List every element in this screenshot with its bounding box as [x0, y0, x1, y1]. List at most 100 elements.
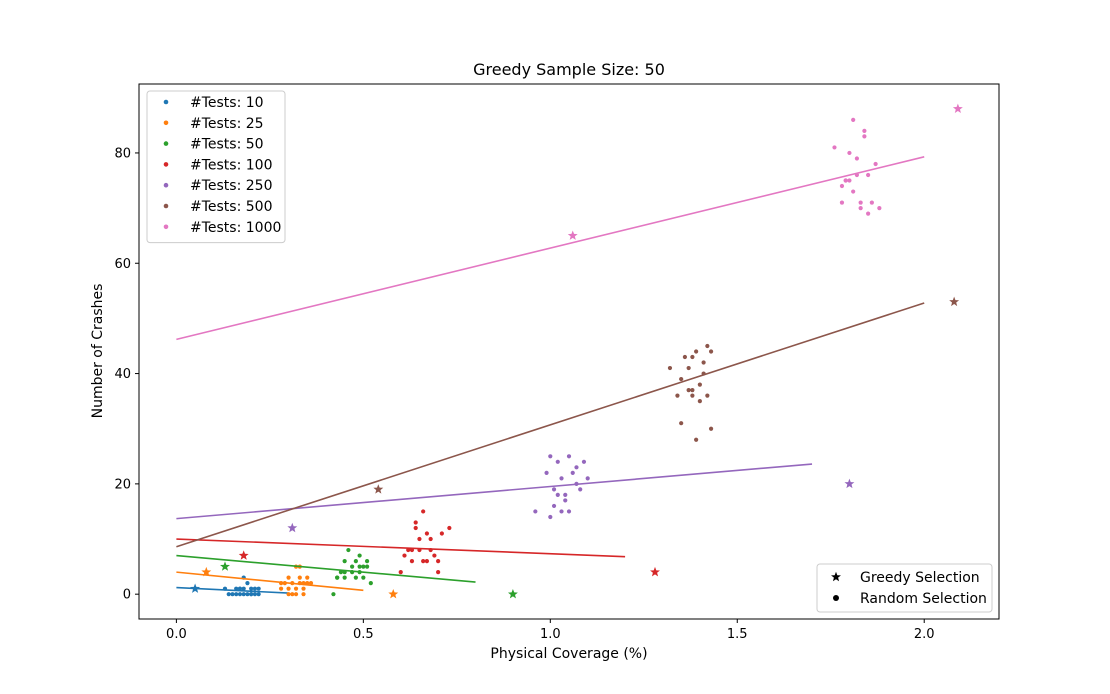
random-selection-point: [873, 161, 878, 167]
random-selection-point: [533, 509, 538, 514]
random-selection-point: [877, 205, 882, 211]
random-selection-point: [245, 592, 250, 597]
legend-label: #Tests: 500: [190, 199, 272, 215]
random-selection-point: [301, 586, 306, 591]
random-selection-point: [350, 570, 355, 575]
random-selection-point: [447, 525, 452, 531]
random-selection-point: [705, 343, 710, 349]
random-selection-point: [361, 564, 366, 569]
random-selection-point: [421, 509, 426, 514]
random-selection-point: [237, 592, 243, 597]
series-group: [176, 509, 660, 577]
random-selection-point: [402, 553, 407, 558]
random-selection-point: [364, 558, 370, 564]
random-selection-point: [338, 570, 344, 575]
fit-line: [176, 571, 364, 592]
random-selection-point: [858, 205, 863, 211]
legend-label: #Tests: 250: [190, 178, 272, 194]
marker-legend-label: Greedy Selection: [860, 570, 980, 586]
random-selection-point: [297, 581, 302, 586]
fit-line: [176, 554, 476, 583]
series-group: [176, 296, 960, 548]
random-selection-point: [697, 382, 702, 387]
random-selection-point: [230, 592, 235, 597]
legend-label: #Tests: 50: [190, 137, 264, 153]
random-selection-point: [690, 393, 695, 398]
random-selection-point: [234, 592, 239, 597]
random-selection-point: [278, 586, 284, 591]
greedy-selection-star: [388, 588, 399, 599]
y-tick-label: 0: [123, 588, 131, 603]
random-selection-point: [690, 354, 695, 360]
random-selection-point: [555, 459, 560, 464]
random-selection-point: [241, 592, 246, 597]
random-selection-point: [551, 487, 557, 492]
random-selection-point: [245, 581, 250, 586]
random-selection-point: [226, 592, 231, 597]
random-selection-point: [548, 454, 553, 459]
random-selection-point: [839, 200, 845, 205]
random-selection-point: [708, 426, 714, 431]
random-selection-point: [708, 349, 714, 354]
series-group: [176, 547, 518, 599]
random-selection-point: [563, 498, 568, 503]
greedy-selection-star: [507, 588, 518, 599]
random-selection-point: [694, 349, 699, 354]
random-selection-point: [357, 570, 362, 575]
legend-swatch: [163, 99, 169, 105]
random-selection-point: [357, 564, 362, 569]
random-selection-point: [869, 200, 874, 205]
series-group: [176, 454, 855, 533]
random-selection-point: [290, 581, 295, 586]
greedy-selection-star: [220, 561, 230, 571]
random-selection-point: [563, 492, 568, 498]
legend-swatch: [163, 203, 169, 209]
random-selection-point: [353, 575, 358, 580]
series-group: [176, 564, 399, 599]
plot-area: [176, 103, 963, 599]
greedy-selection-star: [952, 103, 963, 114]
y-tick-label: 80: [114, 146, 131, 161]
random-selection-point: [286, 575, 291, 580]
random-selection-point: [357, 553, 362, 558]
legend-swatch: [163, 224, 169, 230]
random-selection-point: [413, 525, 418, 531]
random-selection-point: [866, 172, 871, 178]
marker-legend: Greedy Selection Random Selection: [816, 563, 993, 613]
random-selection-point: [578, 487, 583, 492]
random-selection-point: [342, 575, 347, 580]
random-selection-point: [682, 354, 688, 360]
random-selection-point: [353, 558, 358, 564]
random-selection-point: [851, 117, 856, 122]
random-selection-point: [690, 388, 695, 393]
series-legend: #Tests: 10 #Tests: 25 #Tests: 50 #Tests: 10…: [146, 90, 286, 244]
x-tick-label: 1.5: [727, 627, 748, 642]
random-selection-point: [305, 581, 310, 586]
random-selection-point: [866, 211, 871, 216]
greedy-selection-star: [238, 550, 249, 560]
fit-line: [176, 463, 813, 520]
random-selection-point: [555, 492, 560, 498]
random-selection-point: [342, 570, 347, 575]
legend-swatch: [163, 162, 169, 167]
axis-ticks: 0.0 0.5 1.0 1.5 2.0 0 20 40 60 80: [114, 146, 934, 642]
random-selection-point: [409, 547, 415, 553]
legend-label: #Tests: 1000: [190, 220, 281, 236]
legend-label: #Tests: 10: [190, 95, 264, 111]
random-selection-point: [843, 178, 848, 183]
greedy-selection-star: [844, 478, 855, 489]
y-tick-label: 20: [114, 477, 131, 492]
y-tick-label: 60: [114, 257, 131, 272]
random-selection-point: [301, 592, 306, 597]
random-selection-point: [222, 586, 228, 591]
random-selection-point: [286, 592, 291, 597]
random-selection-point: [413, 520, 418, 525]
random-selection-point: [305, 575, 310, 580]
random-selection-point: [858, 200, 863, 205]
random-selection-point: [432, 553, 437, 558]
random-selection-point: [847, 178, 852, 183]
plot-frame: [138, 83, 1000, 620]
random-selection-point: [701, 371, 706, 376]
random-selection-point: [364, 564, 370, 569]
